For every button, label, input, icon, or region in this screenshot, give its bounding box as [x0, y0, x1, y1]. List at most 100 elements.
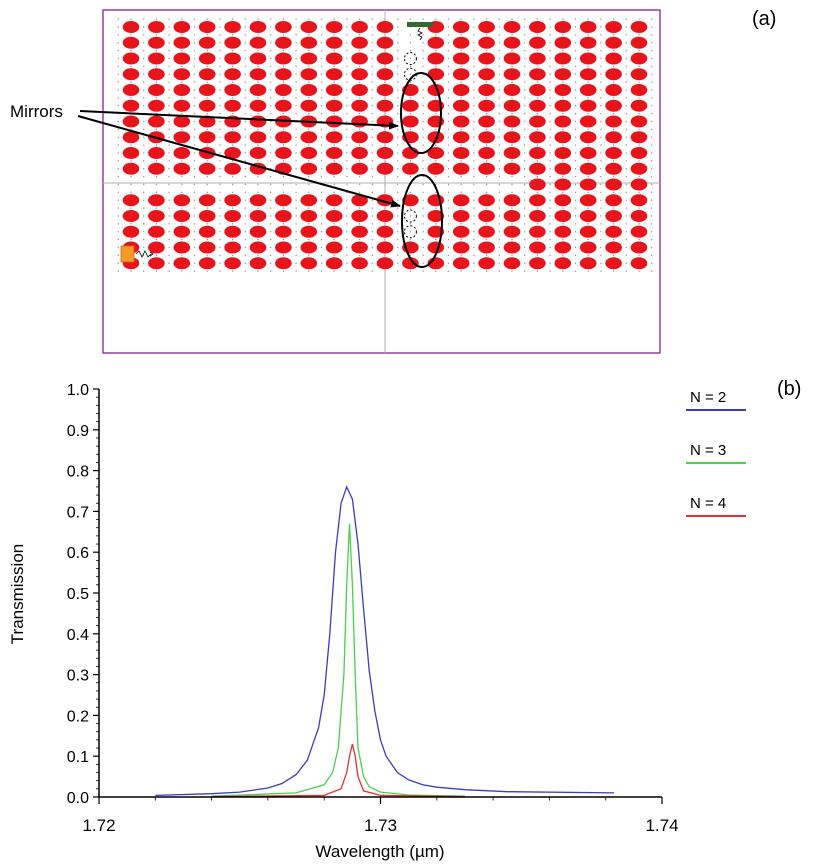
- grid-dot: [117, 89, 120, 91]
- grid-dot: [422, 207, 424, 209]
- lattice-rod: [122, 36, 140, 49]
- grid-dot: [638, 144, 640, 146]
- lattice-rod: [148, 194, 165, 207]
- grid-dot: [371, 175, 373, 178]
- grid-dot: [549, 238, 551, 241]
- grid-dot: [524, 199, 526, 201]
- lattice-rod: [554, 162, 572, 175]
- grid-dot: [320, 262, 323, 264]
- lattice-rod: [376, 21, 394, 33]
- grid-dot: [206, 175, 208, 178]
- grid-dot: [524, 231, 526, 233]
- lattice-rod: [275, 21, 292, 33]
- grid-dot: [549, 18, 551, 20]
- grid-dot: [612, 97, 615, 99]
- grid-dot: [536, 238, 539, 241]
- grid-dot: [549, 262, 551, 264]
- rod-lattice: [122, 21, 648, 270]
- lattice-rod: [579, 131, 597, 144]
- grid-dot: [270, 231, 272, 233]
- grid-dot: [257, 97, 259, 99]
- grid-dot: [371, 73, 373, 75]
- grid-dot: [498, 65, 500, 68]
- grid-dot: [270, 128, 272, 131]
- grid-dot: [117, 34, 120, 36]
- grid-dot: [193, 183, 196, 186]
- lattice-rod: [275, 210, 292, 222]
- lattice-rod: [249, 99, 267, 112]
- lattice-rod: [554, 257, 572, 270]
- grid-dot: [473, 207, 475, 209]
- grid-dot: [485, 65, 488, 68]
- grid-dot: [498, 246, 500, 249]
- grid-dot: [574, 215, 577, 217]
- grid-dot: [282, 223, 285, 225]
- grid-dot: [244, 175, 246, 178]
- grid-dot: [219, 223, 221, 225]
- grid-dot: [397, 168, 399, 170]
- grid-dot: [409, 238, 412, 241]
- lattice-rod: [554, 210, 572, 222]
- lattice-rod: [427, 131, 445, 144]
- grid-dot: [295, 26, 297, 28]
- lattice-rod: [249, 36, 267, 49]
- grid-dot: [600, 262, 602, 264]
- grid-dot: [625, 120, 627, 123]
- grid-dot: [498, 81, 500, 83]
- grid-dot: [600, 144, 602, 146]
- panel-a-label: (a): [752, 8, 777, 30]
- grid-dot: [498, 42, 500, 44]
- grid-dot: [155, 97, 158, 99]
- grid-dot: [333, 49, 335, 52]
- grid-dot: [511, 18, 513, 20]
- grid-dot: [219, 18, 221, 20]
- grid-dot: [447, 168, 450, 170]
- lattice-rod: [325, 68, 343, 81]
- grid-dot: [524, 254, 526, 257]
- grid-dot: [219, 254, 221, 257]
- lattice-rod: [275, 36, 292, 49]
- grid-dot: [193, 97, 196, 99]
- lattice-rod: [503, 52, 521, 65]
- lattice-rod: [427, 68, 445, 81]
- lattice-rod: [452, 52, 470, 65]
- grid-dot: [320, 42, 323, 44]
- grid-dot: [371, 262, 373, 264]
- grid-dot: [447, 57, 450, 60]
- grid-dot: [562, 81, 564, 83]
- grid-dot: [155, 270, 158, 272]
- grid-dot: [244, 270, 246, 272]
- grid-dot: [473, 246, 475, 249]
- grid-dot: [549, 168, 551, 170]
- grid-dot: [333, 112, 335, 115]
- grid-dot: [257, 191, 259, 194]
- grid-dot: [435, 18, 437, 20]
- grid-dot: [447, 223, 450, 225]
- grid-dot: [143, 105, 145, 107]
- grid-dot: [231, 207, 234, 209]
- grid-dot: [511, 128, 513, 131]
- grid-dot: [549, 254, 551, 257]
- grid-dot: [409, 65, 412, 68]
- grid-dot: [295, 97, 297, 99]
- grid-dot: [206, 254, 208, 257]
- grid-dot: [270, 152, 272, 154]
- grid-dot: [574, 128, 577, 131]
- grid-dot: [206, 18, 208, 20]
- grid-dot: [651, 168, 653, 170]
- lattice-rod: [198, 131, 216, 144]
- grid-dot: [181, 223, 183, 225]
- grid-dot: [524, 191, 526, 194]
- grid-dot: [447, 231, 450, 233]
- grid-dot: [447, 152, 450, 154]
- lattice-rod: [605, 210, 622, 222]
- lattice-rod: [427, 210, 445, 222]
- grid-dot: [244, 105, 246, 107]
- lattice-rod: [579, 99, 597, 112]
- grid-dot: [143, 18, 145, 20]
- grid-dot: [524, 215, 526, 217]
- grid-dot: [168, 73, 170, 75]
- grid-dot: [536, 223, 539, 225]
- grid-dot: [511, 81, 513, 83]
- lattice-rod: [579, 225, 597, 238]
